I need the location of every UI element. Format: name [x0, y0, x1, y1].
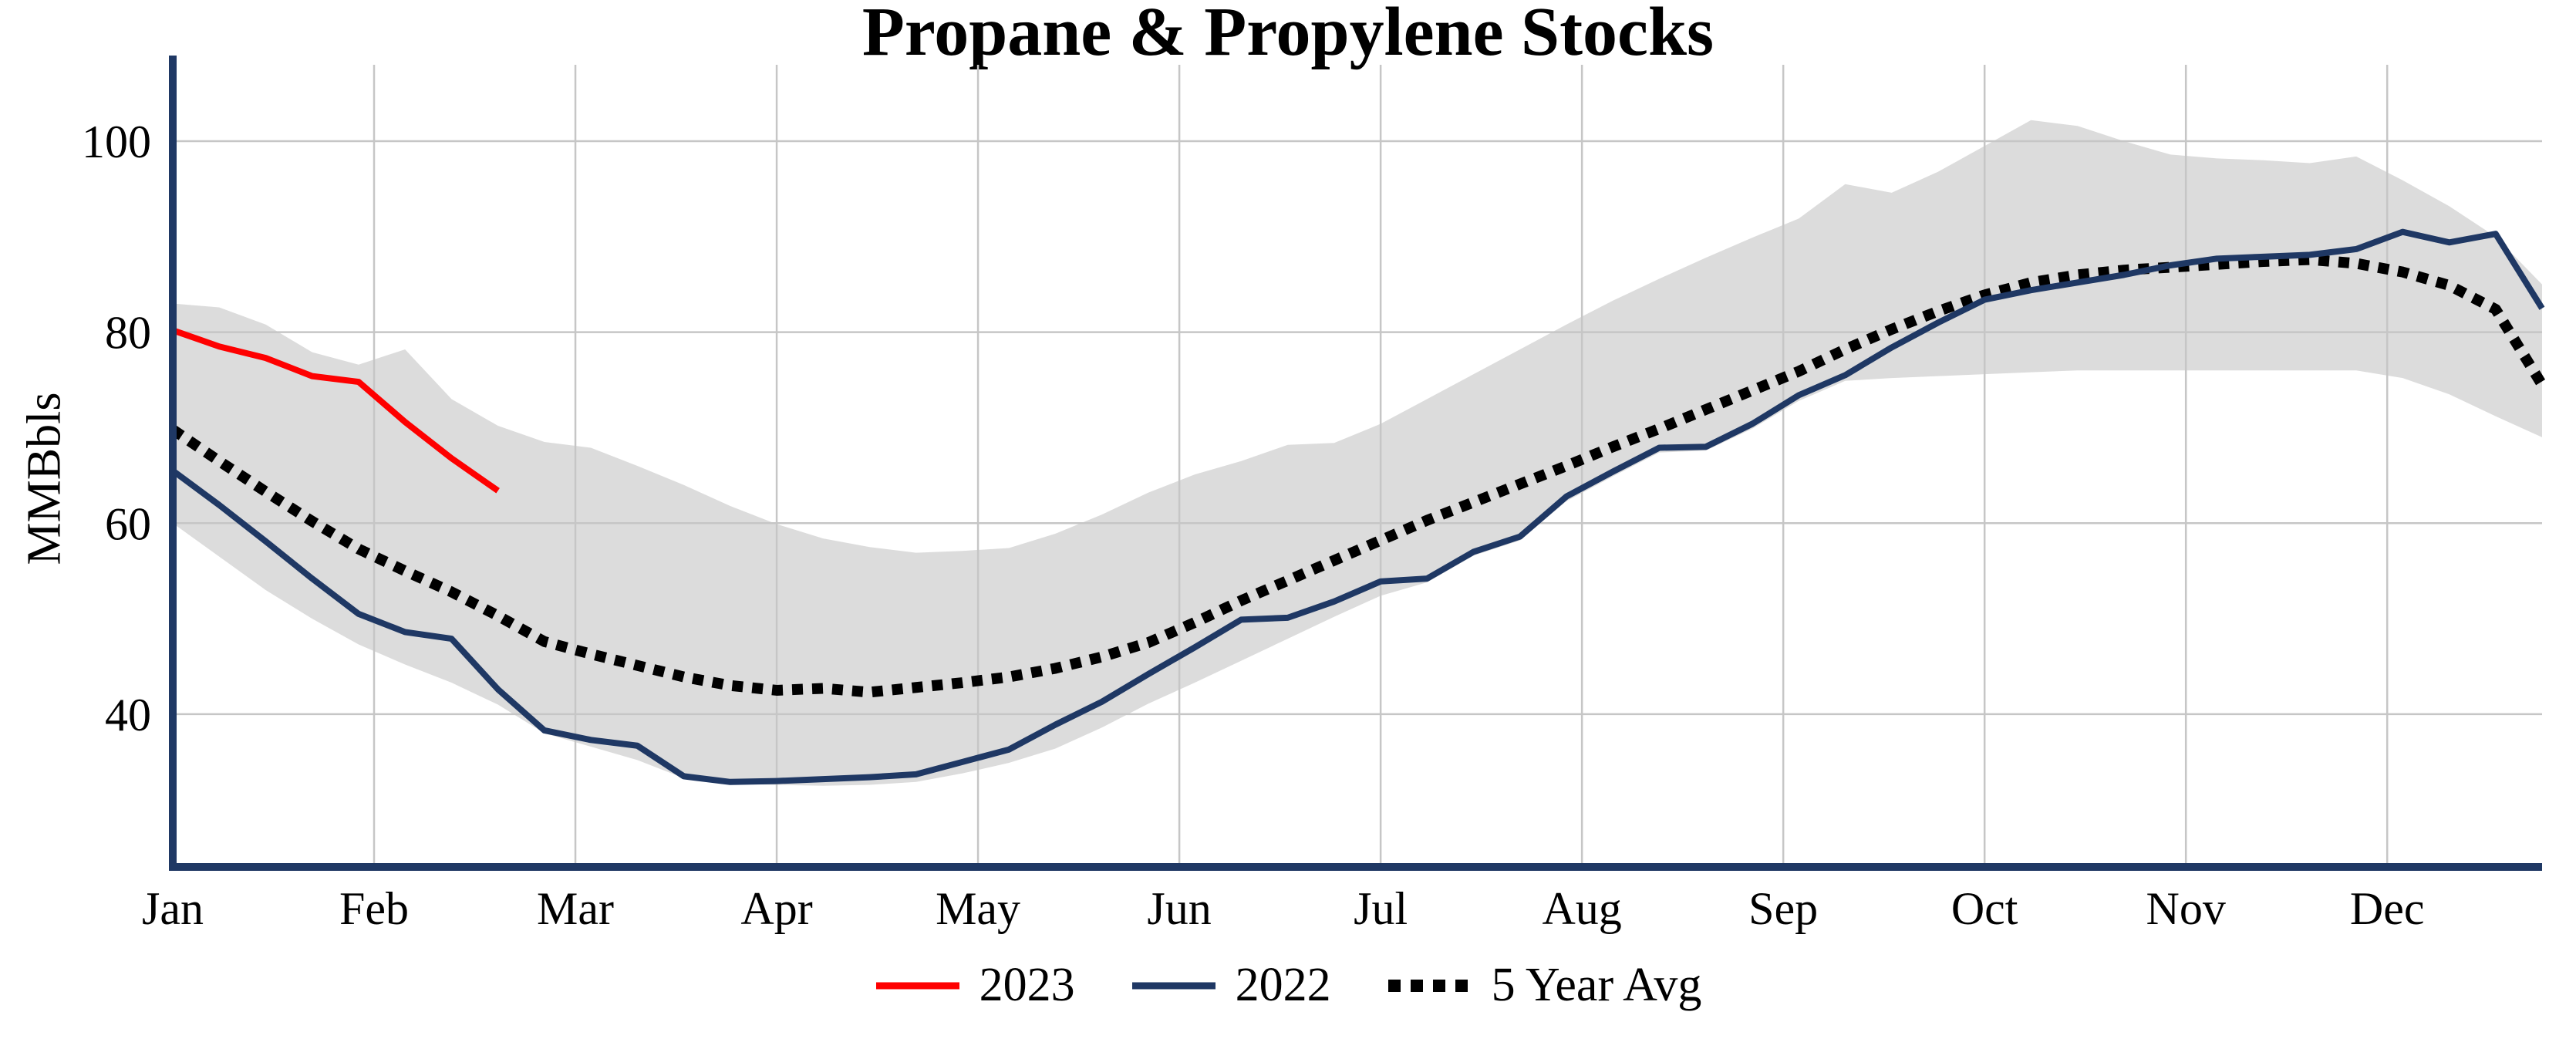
x-tick-label: Jul [1354, 883, 1408, 934]
legend-label: 2022 [1235, 959, 1331, 1011]
legend: 2023 2022 5 Year Avg [0, 958, 2576, 1013]
x-tick-label: Apr [740, 883, 812, 934]
x-tick-label: Jun [1147, 883, 1211, 934]
y-tick-label: 60 [105, 498, 151, 549]
legend-swatch-2022 [1131, 982, 1216, 989]
series-line-2023 [171, 327, 500, 494]
x-tick-label: May [936, 883, 1020, 934]
x-tick-label: Feb [339, 883, 409, 934]
y-tick-label: 40 [105, 690, 151, 740]
x-tick-label: Nov [2146, 883, 2226, 934]
legend-swatch-5-year-avg [1387, 979, 1472, 992]
x-tick-label: Dec [2350, 883, 2425, 934]
series-line-2022 [170, 228, 2545, 785]
tick-labels: 40 60 80 100 Jan Feb Mar Apr May Jun Jul Aug Sep Oct N… [82, 116, 2425, 934]
x-tick-label: Oct [1951, 883, 2018, 934]
x-tick-label: Jan [142, 883, 204, 934]
legend-swatch-2023 [875, 982, 959, 989]
x-tick-label: Aug [1542, 883, 1621, 934]
legend-item-2023: 2023 [875, 958, 1075, 1013]
x-tick-label: Sep [1748, 883, 1818, 934]
y-tick-label: 80 [105, 308, 151, 359]
gridlines [173, 65, 2542, 867]
y-tick-label: 100 [82, 116, 151, 167]
range-band-area [173, 120, 2542, 786]
chart-title: Propane & Propylene Stocks [861, 0, 1715, 70]
x-tick-label: Mar [537, 883, 614, 934]
legend-item-5-year-avg: 5 Year Avg [1387, 958, 1702, 1013]
legend-label: 5 Year Avg [1491, 959, 1702, 1011]
legend-item-2022: 2022 [1131, 958, 1331, 1013]
legend-label: 2023 [979, 959, 1075, 1011]
